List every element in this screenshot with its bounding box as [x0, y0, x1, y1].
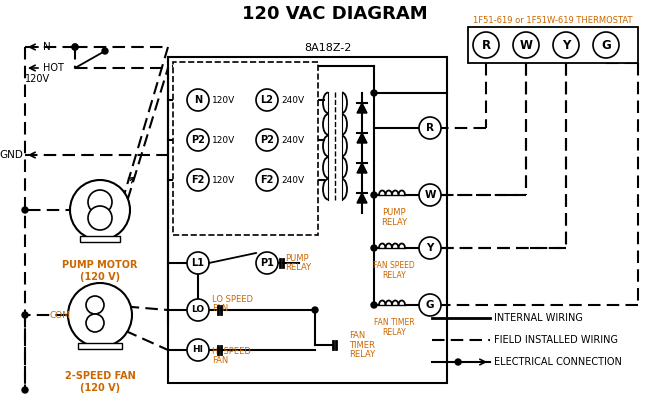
Circle shape: [371, 192, 377, 198]
Circle shape: [22, 207, 28, 213]
Text: LO: LO: [89, 300, 100, 310]
Circle shape: [86, 314, 104, 332]
Circle shape: [187, 129, 209, 151]
Text: 240V: 240V: [281, 135, 304, 145]
Circle shape: [70, 180, 130, 240]
Text: 120V: 120V: [25, 74, 50, 84]
Circle shape: [371, 90, 377, 96]
Circle shape: [419, 237, 441, 259]
Text: R: R: [426, 123, 434, 133]
Text: F2: F2: [192, 175, 205, 185]
Circle shape: [187, 169, 209, 191]
Circle shape: [88, 190, 112, 214]
Text: P1: P1: [260, 258, 274, 268]
Text: Y: Y: [562, 39, 570, 52]
Text: LO: LO: [192, 305, 204, 315]
Text: R: R: [482, 39, 490, 52]
Circle shape: [72, 44, 78, 50]
Text: G: G: [425, 300, 434, 310]
Circle shape: [22, 312, 28, 318]
Text: P2: P2: [191, 135, 205, 145]
Circle shape: [72, 44, 78, 50]
Circle shape: [312, 307, 318, 313]
Text: L2: L2: [261, 95, 273, 105]
Text: HI: HI: [192, 346, 204, 354]
Circle shape: [419, 117, 441, 139]
Text: 120 VAC DIAGRAM: 120 VAC DIAGRAM: [242, 5, 428, 23]
Bar: [78, 343, 122, 349]
Circle shape: [187, 89, 209, 111]
Circle shape: [256, 129, 278, 151]
Circle shape: [419, 294, 441, 316]
Circle shape: [371, 302, 377, 308]
Text: 240V: 240V: [281, 176, 304, 184]
Circle shape: [187, 252, 209, 274]
Circle shape: [22, 387, 28, 393]
Circle shape: [256, 169, 278, 191]
Text: 240V: 240V: [281, 96, 304, 104]
Circle shape: [256, 252, 278, 274]
Text: GND: GND: [0, 150, 23, 160]
Circle shape: [68, 283, 132, 347]
Circle shape: [371, 245, 377, 251]
Polygon shape: [357, 103, 367, 113]
Circle shape: [419, 184, 441, 206]
Text: N: N: [194, 95, 202, 105]
Text: PUMP
RELAY: PUMP RELAY: [381, 208, 407, 227]
Bar: [173, 62, 318, 235]
Text: LO SPEED
FAN: LO SPEED FAN: [212, 295, 253, 313]
Text: INTERNAL WIRING: INTERNAL WIRING: [494, 313, 583, 323]
Text: Y: Y: [426, 243, 433, 253]
Text: 120V: 120V: [212, 135, 235, 145]
Text: 1F51-619 or 1F51W-619 THERMOSTAT: 1F51-619 or 1F51W-619 THERMOSTAT: [473, 16, 632, 25]
Text: F2: F2: [261, 175, 273, 185]
Circle shape: [102, 48, 108, 54]
Circle shape: [256, 89, 278, 111]
Text: G: G: [601, 39, 611, 52]
Circle shape: [88, 206, 112, 230]
Text: FAN
TIMER
RELAY: FAN TIMER RELAY: [349, 331, 375, 359]
Text: 120V: 120V: [212, 96, 235, 104]
Text: 2-SPEED FAN
(120 V): 2-SPEED FAN (120 V): [64, 371, 135, 393]
Polygon shape: [357, 133, 367, 143]
Text: FAN SPEED
RELAY: FAN SPEED RELAY: [373, 261, 415, 280]
Text: 120V: 120V: [212, 176, 235, 184]
Text: L1: L1: [192, 258, 204, 268]
Text: COM: COM: [49, 310, 70, 320]
Circle shape: [187, 299, 209, 321]
Text: FIELD INSTALLED WIRING: FIELD INSTALLED WIRING: [494, 335, 618, 345]
Circle shape: [473, 32, 499, 58]
Circle shape: [593, 32, 619, 58]
Bar: [468, 27, 638, 63]
Bar: [80, 236, 120, 242]
Text: P2: P2: [260, 135, 274, 145]
Circle shape: [553, 32, 579, 58]
Text: HI SPEED
FAN: HI SPEED FAN: [212, 347, 251, 365]
Text: ELECTRICAL CONNECTION: ELECTRICAL CONNECTION: [494, 357, 622, 367]
Text: N: N: [43, 42, 51, 52]
Polygon shape: [357, 193, 367, 203]
Text: PUMP MOTOR
(120 V): PUMP MOTOR (120 V): [62, 260, 138, 282]
Text: HOT: HOT: [43, 63, 64, 73]
Circle shape: [187, 339, 209, 361]
Polygon shape: [357, 163, 367, 173]
Circle shape: [86, 296, 104, 314]
Text: HI: HI: [90, 318, 100, 328]
Text: 8A18Z-2: 8A18Z-2: [304, 43, 351, 53]
Bar: [168, 57, 447, 383]
Text: W: W: [519, 39, 533, 52]
Text: W: W: [424, 190, 436, 200]
Circle shape: [513, 32, 539, 58]
Text: FAN TIMER
RELAY: FAN TIMER RELAY: [374, 318, 414, 337]
Circle shape: [455, 359, 461, 365]
Text: PUMP
RELAY: PUMP RELAY: [285, 253, 311, 272]
